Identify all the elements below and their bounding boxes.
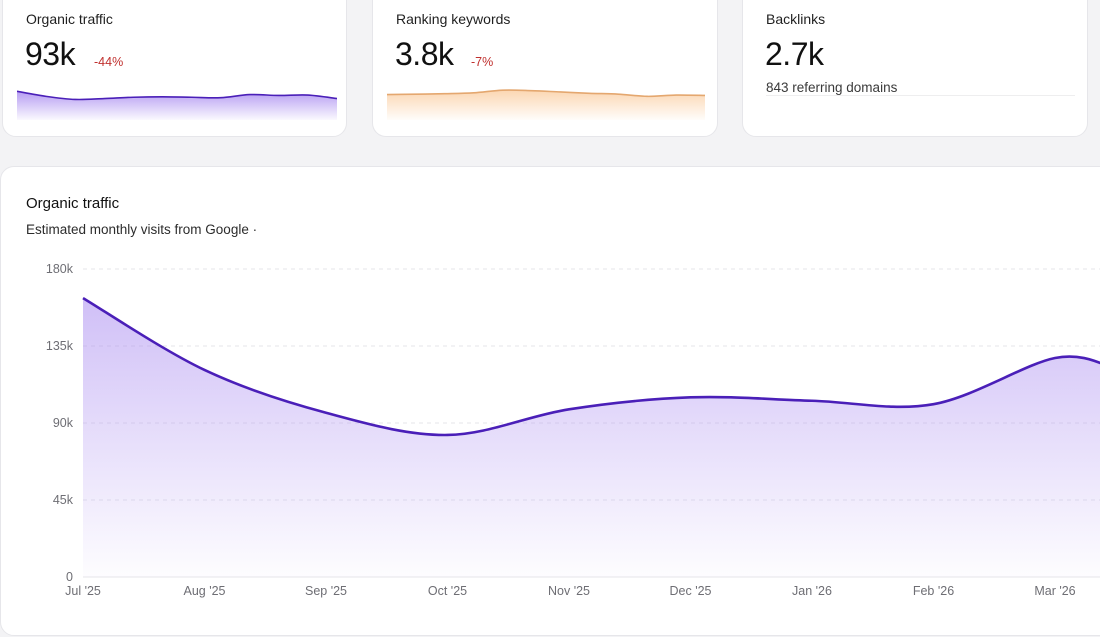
ranking-keywords-delta: -7% xyxy=(471,55,493,69)
organic-traffic-chart: 0 45k 90k 135k 180k Jul '25 Aug '25 Sep '25 Oct … xyxy=(1,167,1100,637)
y-tick-label: 0 xyxy=(66,570,73,584)
ranking-keywords-label: Ranking keywords xyxy=(396,11,510,27)
x-tick-label: Mar '26 xyxy=(1034,584,1075,598)
x-tick-label: Sep '25 xyxy=(305,584,347,598)
x-tick-label: Jan '26 xyxy=(792,584,832,598)
ranking-keywords-card[interactable]: Ranking keywords 3.8k -7% xyxy=(372,0,718,137)
y-tick-label: 135k xyxy=(46,339,74,353)
organic-traffic-delta: -44% xyxy=(94,55,123,69)
x-tick-label: Jul '25 xyxy=(65,584,101,598)
traffic-area xyxy=(83,298,1100,577)
x-tick-label: Feb '26 xyxy=(913,584,954,598)
x-tick-label: Nov '25 xyxy=(548,584,590,598)
backlinks-divider xyxy=(766,95,1075,96)
y-tick-label: 180k xyxy=(46,262,74,276)
ranking-keywords-sparkline xyxy=(387,76,705,120)
y-tick-label: 45k xyxy=(53,493,74,507)
backlinks-value: 2.7k xyxy=(765,36,823,73)
organic-traffic-chart-card: 0 45k 90k 135k 180k Jul '25 Aug '25 Sep '25 Oct … xyxy=(0,166,1100,636)
y-tick-label: 90k xyxy=(53,416,74,430)
organic-traffic-value: 93k xyxy=(25,36,75,73)
x-tick-label: Aug '25 xyxy=(183,584,225,598)
x-tick-label: Oct '25 xyxy=(428,584,467,598)
organic-traffic-sparkline xyxy=(17,76,337,120)
chart-subtitle: Estimated monthly visits from Google · xyxy=(26,222,257,237)
backlinks-label: Backlinks xyxy=(766,11,825,27)
backlinks-card[interactable]: Backlinks 2.7k 843 referring domains xyxy=(742,0,1088,137)
organic-traffic-card[interactable]: Organic traffic 93k -44% xyxy=(2,0,347,137)
referring-domains-text: 843 referring domains xyxy=(766,80,897,95)
chart-title: Organic traffic xyxy=(26,195,119,212)
organic-traffic-label: Organic traffic xyxy=(26,11,113,27)
x-tick-label: Dec '25 xyxy=(670,584,712,598)
ranking-keywords-value: 3.8k xyxy=(395,36,453,73)
